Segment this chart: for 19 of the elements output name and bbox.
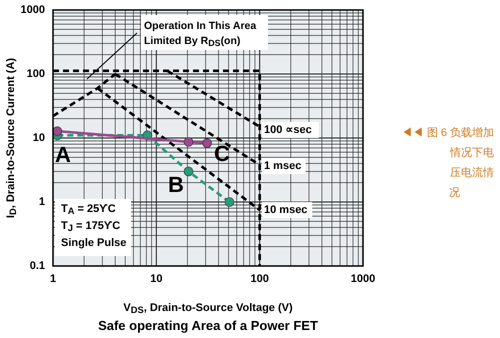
- y-tick-label: 1000: [20, 4, 45, 16]
- x-axis-title: V$_{DS}$, Drain-to-Source Voltage (V): [123, 302, 293, 316]
- text: Safe operating Area of a Power FET: [98, 318, 318, 333]
- annotation: 100 ∝sec: [264, 124, 312, 136]
- annotation: Operation In This Area Limited By R$_{DS}$(on): [144, 20, 256, 48]
- annotation: T$_{J}$ = 175ϒC: [61, 220, 120, 234]
- annotation: Single Pulse: [61, 237, 126, 249]
- annotation: 10 msec: [264, 204, 308, 216]
- y-tick-label: 0.1: [30, 260, 45, 272]
- y-tick-label: 10: [32, 132, 45, 144]
- x-tick-label: 1: [50, 273, 56, 285]
- x-tick-label: 100: [250, 273, 269, 285]
- y-tick-label: 1: [38, 196, 45, 208]
- text: ◀◀ 图 6 负载增加情况下电压电流情况: [402, 126, 494, 199]
- y-tick-label: 100: [26, 68, 45, 80]
- annotation: 1 msec: [264, 160, 302, 172]
- annotation: T$_{A}$ = 25ϒC: [61, 203, 116, 216]
- x-tick-label: 10: [150, 273, 162, 285]
- x-tick-label: 1000: [350, 273, 376, 285]
